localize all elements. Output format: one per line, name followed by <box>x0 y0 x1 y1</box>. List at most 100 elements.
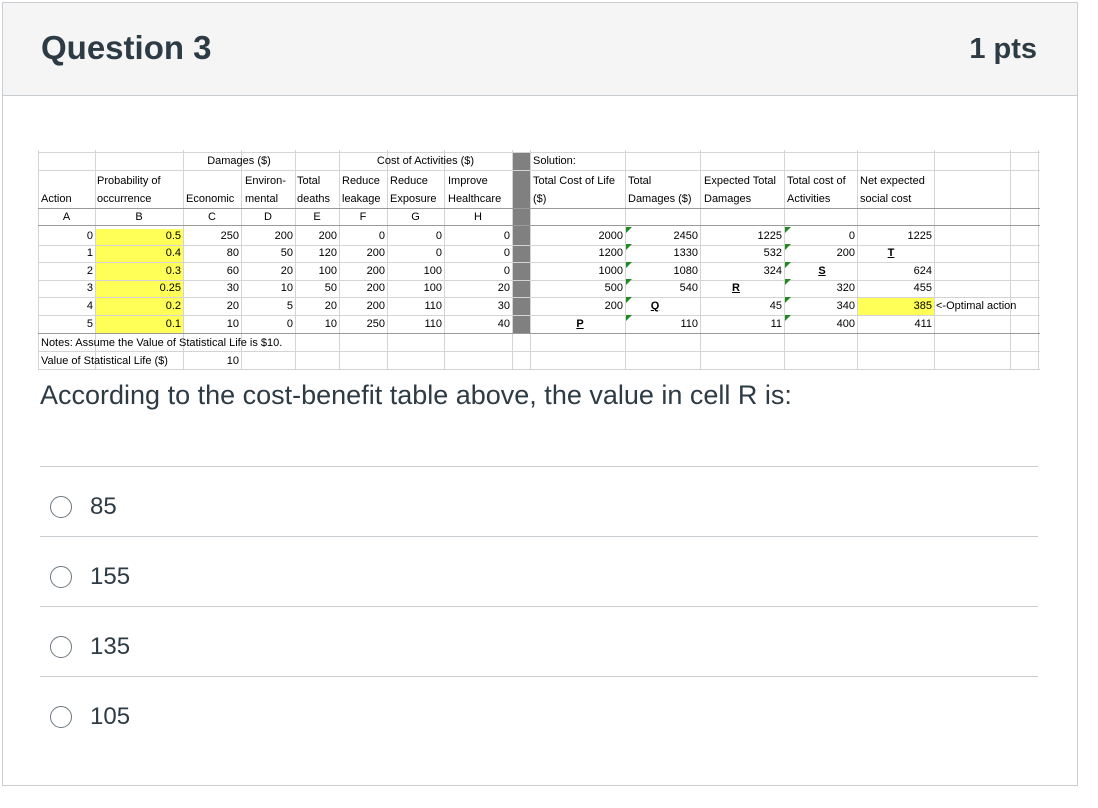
header-total-damages: Total <box>628 175 652 187</box>
cell-flag-icon <box>785 297 791 303</box>
col-letter-a: A <box>62 211 71 223</box>
table-cell-p: 1000 <box>598 265 623 277</box>
table-cell-g: 0 <box>435 230 442 242</box>
table-cell-g: 100 <box>423 282 442 294</box>
table-cell-a: 2 <box>86 265 93 277</box>
table-cell-s: 0 <box>848 230 855 242</box>
radio-icon[interactable] <box>50 496 72 518</box>
table-cell-c: 30 <box>226 282 239 294</box>
col-letter-g: G <box>411 211 420 223</box>
table-cell-p: 500 <box>604 282 623 294</box>
vsl-value: 10 <box>226 355 239 367</box>
header-total-cost-activities: Total cost of <box>787 175 846 187</box>
table-cell-h: 0 <box>503 247 510 259</box>
col-letter-d: D <box>264 211 272 223</box>
cell-flag-icon <box>626 244 632 250</box>
table-cell-b: 0.5 <box>165 230 181 242</box>
header-total-cost-life: Total Cost of Life <box>533 175 615 187</box>
table-cell-a: 1 <box>86 247 93 259</box>
table-cell-p: 2000 <box>598 230 623 242</box>
table-cell-s: S <box>818 265 826 277</box>
optimal-action-note: <-Optimal action <box>936 300 1017 312</box>
table-cell-f: 200 <box>366 247 385 259</box>
header-reduce-exposure: Reduce <box>390 175 428 187</box>
cell-flag-icon <box>626 227 632 233</box>
table-cell-h: 0 <box>503 265 510 277</box>
table-cell-g: 110 <box>424 318 442 330</box>
table-cell-t: 1225 <box>907 230 932 242</box>
header-probability: Probability of <box>97 175 161 187</box>
table-cell-a: 5 <box>86 318 93 330</box>
table-cell-r: 324 <box>763 265 782 277</box>
header-action: Action <box>41 193 72 205</box>
table-cell-b: 0.1 <box>165 318 181 330</box>
table-cell-a: 4 <box>86 300 93 312</box>
table-cell-p: 1200 <box>598 247 623 259</box>
answer-option[interactable]: 155 <box>40 536 1038 606</box>
question-points: 1 pts <box>969 33 1037 65</box>
table-cell-h: 30 <box>497 300 510 312</box>
table-cell-h: 20 <box>497 282 510 294</box>
table-cell-c: 250 <box>220 230 239 242</box>
table-cell-b: 0.3 <box>165 265 181 277</box>
table-cell-p: 200 <box>604 300 623 312</box>
cell-flag-icon <box>785 279 791 285</box>
table-cell-p: P <box>576 318 584 330</box>
table-cell-q: Q <box>650 300 660 312</box>
answer-option[interactable]: 135 <box>40 606 1038 676</box>
column-divider <box>512 152 530 333</box>
table-cell-t: T <box>887 247 895 259</box>
table-cell-q: 1080 <box>673 265 698 277</box>
radio-icon[interactable] <box>50 706 72 728</box>
cell-flag-icon <box>626 297 632 303</box>
answer-label: 85 <box>90 493 117 520</box>
table-cell-d: 200 <box>274 230 293 242</box>
radio-icon[interactable] <box>50 636 72 658</box>
table-cell-g: 110 <box>424 300 442 312</box>
table-cell-r: 11 <box>770 318 782 330</box>
table-cell-a: 3 <box>86 282 93 294</box>
question-card: Question 3 1 pts <box>2 2 1078 786</box>
optimal-highlight <box>857 298 934 315</box>
radio-icon[interactable] <box>50 566 72 588</box>
damages-group-header: Damages ($) <box>207 155 271 167</box>
answer-option[interactable]: 85 <box>40 466 1038 536</box>
table-cell-r: 1225 <box>757 230 782 242</box>
question-text: According to the cost-benefit table abov… <box>40 380 792 410</box>
table-cell-t: 624 <box>913 265 932 277</box>
table-cell-f: 200 <box>366 265 385 277</box>
cost-benefit-table: Damages ($) Cost of Activities ($) Solut… <box>38 150 1040 370</box>
cost-group-header: Cost of Activities ($) <box>376 155 475 167</box>
table-cell-a: 0 <box>86 230 93 242</box>
header-environmental: Environ- <box>245 175 286 187</box>
table-cell-c: 20 <box>226 300 239 312</box>
table-cell-d: 5 <box>286 300 293 312</box>
cell-flag-icon <box>626 279 632 285</box>
table-cell-h: 0 <box>503 230 510 242</box>
cell-flag-icon <box>785 315 791 321</box>
table-cell-s: 340 <box>836 300 855 312</box>
answer-option[interactable]: 105 <box>40 676 1038 746</box>
table-cell-e: 120 <box>318 247 337 259</box>
table-cell-s: 200 <box>836 247 855 259</box>
answer-list: 85 155 135 105 <box>40 466 1038 746</box>
table-cell-b: 0.2 <box>165 300 181 312</box>
header-reduce-leakage: Reduce <box>342 175 380 187</box>
question-title: Question 3 <box>41 29 212 66</box>
vsl-label: Value of Statistical Life ($) <box>41 355 168 367</box>
cell-flag-icon <box>626 262 632 268</box>
table-cell-f: 200 <box>366 300 385 312</box>
table-cell-e: 20 <box>324 300 337 312</box>
table-cell-d: 0 <box>286 318 293 330</box>
table-cell-d: 50 <box>280 247 293 259</box>
table-cell-s: 400 <box>836 318 855 330</box>
table-cell-s: 320 <box>836 282 855 294</box>
table-cell-c: 80 <box>226 247 239 259</box>
answer-label: 105 <box>90 703 131 730</box>
table-cell-q: 2450 <box>673 230 698 242</box>
header-improve-healthcare: Improve <box>448 175 488 187</box>
cell-flag-icon <box>626 315 632 321</box>
table-cell-e: 100 <box>318 265 337 277</box>
table-cell-c: 60 <box>226 265 239 277</box>
table-cell-f: 200 <box>366 282 385 294</box>
